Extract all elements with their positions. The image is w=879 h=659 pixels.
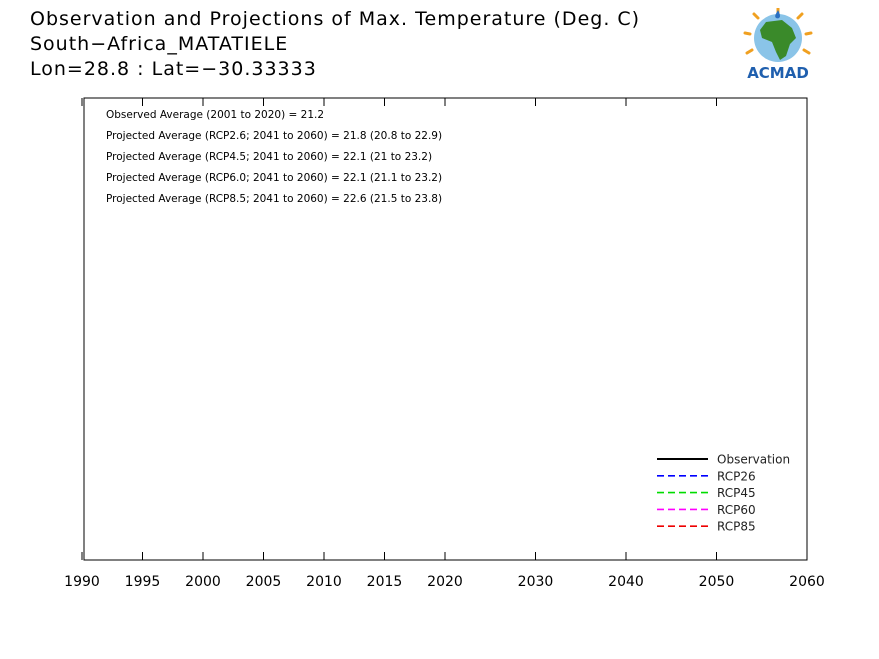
legend-label: RCP45	[717, 486, 756, 500]
x-tick-label: 2060	[789, 574, 825, 590]
annotation-line: Projected Average (RCP2.6; 2041 to 2060)…	[106, 130, 442, 142]
x-tick-label: 1995	[125, 574, 161, 590]
axis-ticks: 20.021.022.023.024.019901995200020052010…	[64, 98, 825, 590]
x-tick-label: 2030	[518, 574, 554, 590]
acmad-logo: ACMAD	[736, 6, 820, 84]
chart-coords: Lon=28.8 : Lat=−30.33333	[30, 58, 317, 80]
x-tick-label: 1990	[64, 574, 100, 590]
annotation-line: Projected Average (RCP6.0; 2041 to 2060)…	[106, 172, 442, 184]
annotation-line: Projected Average (RCP4.5; 2041 to 2060)…	[106, 151, 432, 163]
legend-label: RCP26	[717, 469, 756, 483]
x-tick-label: 2000	[185, 574, 221, 590]
chart-location: South−Africa_MATATIELE	[30, 33, 289, 55]
x-tick-label: 2050	[699, 574, 735, 590]
chart-title: Observation and Projections of Max. Temp…	[30, 8, 641, 30]
chart-legend: Observation RCP26 RCP45 RCP60 RCP85	[657, 453, 790, 534]
x-tick-label: 2015	[367, 574, 403, 590]
annotation-line: Observed Average (2001 to 2020) = 21.2	[106, 109, 324, 121]
plot-frame	[83, 97, 808, 561]
acmad-logo-text: ACMAD	[747, 64, 809, 82]
chart-annotations: Observed Average (2001 to 2020) = 21.2 Pr…	[106, 109, 442, 205]
africa-map-icon	[743, 6, 813, 62]
x-tick-label: 2040	[608, 574, 644, 590]
annotation-line: Projected Average (RCP8.5; 2041 to 2060)…	[106, 193, 442, 205]
legend-label: Observation	[717, 453, 790, 467]
legend-label: RCP60	[717, 503, 756, 517]
legend-label: RCP85	[717, 520, 756, 534]
x-tick-label: 2020	[427, 574, 463, 590]
x-tick-label: 2010	[306, 574, 342, 590]
x-tick-label: 2005	[246, 574, 282, 590]
